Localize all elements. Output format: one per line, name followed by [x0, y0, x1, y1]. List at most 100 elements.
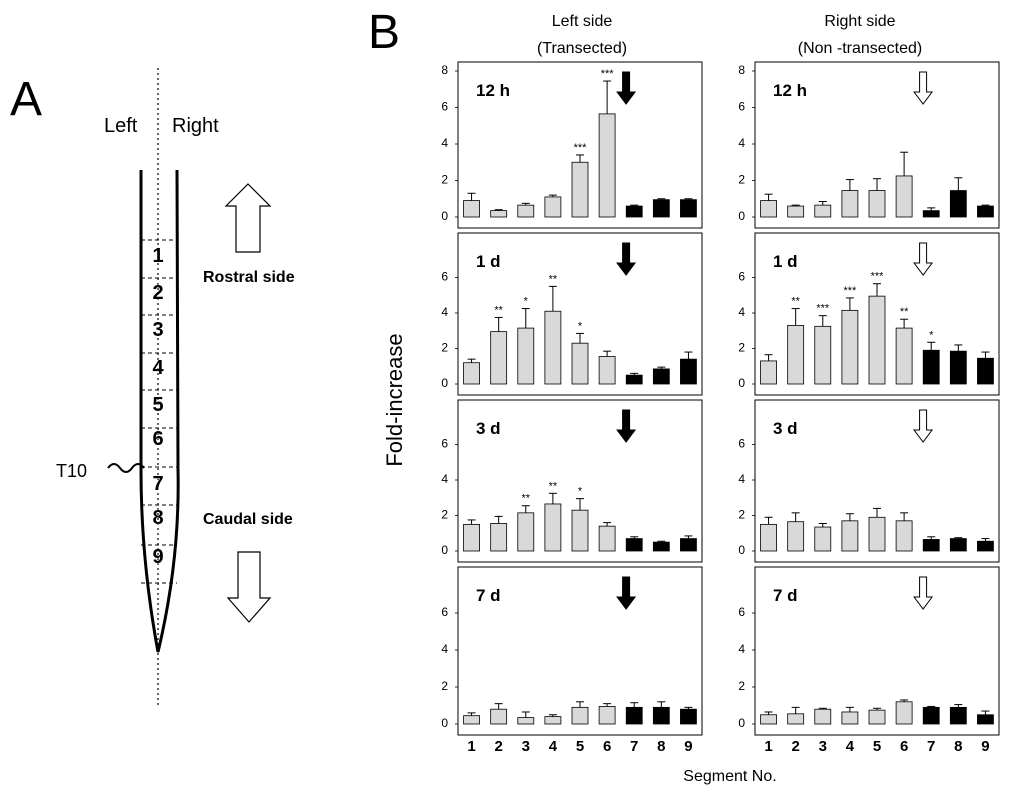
- bar: [760, 200, 777, 218]
- arrow: [616, 409, 637, 443]
- bar: [868, 709, 886, 725]
- bar: [680, 708, 697, 725]
- bar: [814, 526, 832, 552]
- bar: [598, 525, 616, 552]
- bar: [463, 362, 480, 385]
- chart-title: 1 d: [476, 252, 501, 271]
- bar: [517, 512, 535, 552]
- significance: ***: [816, 303, 830, 315]
- bar: [544, 310, 562, 385]
- bar: [841, 309, 859, 385]
- bar: [814, 325, 832, 385]
- significance: **: [900, 306, 909, 318]
- significance: *: [929, 329, 934, 341]
- direction-label: Caudal side: [203, 511, 293, 528]
- column-header: Right side: [824, 13, 895, 30]
- chart-frame: [754, 232, 1000, 396]
- y-tick-label: 2: [441, 508, 448, 522]
- bar: [517, 717, 535, 725]
- significance: **: [521, 493, 530, 505]
- x-tick-label: 6: [603, 738, 611, 755]
- bar: [922, 210, 940, 218]
- significance: ***: [601, 68, 615, 80]
- bar: [787, 205, 805, 218]
- y-tick-label: 2: [738, 173, 745, 187]
- chart-title: 7 d: [476, 586, 501, 605]
- chart-frame: [457, 61, 703, 229]
- chart-title: 1 d: [773, 252, 798, 271]
- direction-label: Rostral side: [203, 269, 295, 286]
- bar: [922, 706, 940, 725]
- x-tick-label: 4: [549, 738, 558, 755]
- y-tick-label: 4: [738, 642, 745, 656]
- bar: [625, 374, 643, 385]
- y-tick-label: 4: [738, 136, 745, 150]
- bar: [949, 350, 967, 385]
- x-tick-label: 9: [981, 738, 989, 755]
- x-tick-label: 8: [657, 738, 665, 755]
- y-tick-label: 6: [738, 100, 745, 114]
- bar: [868, 516, 886, 552]
- chart-frame: [457, 232, 703, 396]
- bar: [787, 521, 805, 552]
- y-tick-label: 0: [441, 376, 448, 390]
- bar: [949, 706, 967, 725]
- bar: [895, 327, 913, 385]
- bar: [760, 714, 777, 725]
- bar: [652, 706, 670, 725]
- chart-frame: [457, 399, 703, 563]
- caudal-arrow: [226, 551, 272, 623]
- y-axis-label: Fold-increase: [382, 333, 407, 466]
- bar: [625, 205, 643, 218]
- y-tick-label: 0: [738, 376, 745, 390]
- lesion-mark: [107, 463, 145, 473]
- bar: [571, 161, 589, 218]
- rostral-arrow: [224, 183, 272, 253]
- y-tick-label: 4: [441, 305, 448, 319]
- bar: [652, 199, 670, 218]
- x-tick-label: 3: [522, 738, 530, 755]
- bar: [490, 708, 508, 725]
- bar: [895, 175, 913, 218]
- bar: [895, 520, 913, 552]
- x-axis-label: Segment No.: [683, 768, 776, 785]
- y-tick-label: 4: [441, 136, 448, 150]
- significance: *: [578, 320, 583, 332]
- arrow: [913, 576, 934, 610]
- y-tick-label: 0: [738, 209, 745, 223]
- bar: [544, 503, 562, 552]
- chart-frame: [754, 61, 1000, 229]
- chart-frame: [754, 399, 1000, 563]
- y-tick-label: 0: [441, 209, 448, 223]
- bar: [490, 210, 508, 218]
- x-tick-label: 8: [954, 738, 962, 755]
- y-tick-label: 4: [441, 472, 448, 486]
- bar: [463, 523, 480, 552]
- segment-number: 2: [152, 282, 163, 304]
- y-tick-label: 6: [441, 100, 448, 114]
- y-tick-label: 2: [738, 341, 745, 355]
- bar: [760, 523, 777, 552]
- x-tick-label: 5: [576, 738, 584, 755]
- arrow: [913, 409, 934, 443]
- x-tick-label: 2: [494, 738, 502, 755]
- y-tick-label: 0: [738, 716, 745, 730]
- bar: [598, 113, 616, 218]
- segment-number: 1: [152, 245, 163, 267]
- chart-title: 3 d: [773, 419, 798, 438]
- significance: **: [791, 296, 800, 308]
- cord-outline: [139, 169, 180, 653]
- side-label: Left: [104, 115, 138, 137]
- bar: [517, 327, 535, 385]
- x-tick-label: 1: [764, 738, 772, 755]
- segment-number: 7: [152, 473, 163, 495]
- y-tick-label: 6: [441, 605, 448, 619]
- significance: *: [578, 486, 583, 498]
- bar: [977, 357, 994, 385]
- level-label: T10: [56, 461, 87, 481]
- arrow: [913, 71, 934, 105]
- y-tick-label: 8: [738, 63, 745, 77]
- x-tick-label: 2: [791, 738, 799, 755]
- bar: [680, 358, 697, 385]
